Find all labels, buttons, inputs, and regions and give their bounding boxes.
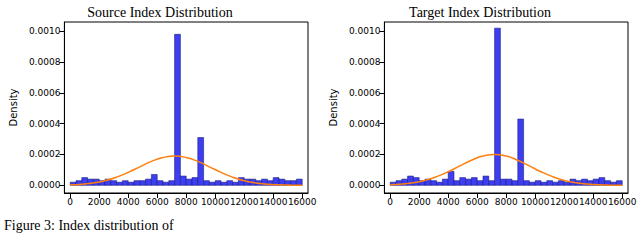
svg-text:0.0000: 0.0000	[29, 180, 61, 190]
svg-text:12000: 12000	[230, 197, 259, 207]
svg-text:Density: Density	[8, 88, 19, 126]
svg-text:0.0006: 0.0006	[29, 88, 61, 98]
svg-text:8000: 8000	[175, 197, 198, 207]
svg-text:16000: 16000	[288, 197, 317, 207]
svg-text:2000: 2000	[408, 197, 431, 207]
svg-text:6000: 6000	[146, 197, 169, 207]
svg-text:10000: 10000	[201, 197, 230, 207]
svg-text:0.0002: 0.0002	[29, 149, 61, 159]
svg-text:0.0002: 0.0002	[349, 149, 381, 159]
svg-text:8000: 8000	[495, 197, 518, 207]
svg-text:0: 0	[67, 197, 73, 207]
svg-text:0.0008: 0.0008	[349, 57, 381, 67]
svg-text:4000: 4000	[117, 197, 140, 207]
svg-text:0.0004: 0.0004	[29, 119, 61, 129]
svg-text:6000: 6000	[466, 197, 489, 207]
html-text:Figure 3: Index distribution o: Figure 3: Index distribution of	[4, 218, 174, 233]
svg-text:0: 0	[387, 197, 393, 207]
svg-text:Target Index Distribution: Target Index Distribution	[409, 5, 551, 20]
svg-text:2000: 2000	[88, 197, 111, 207]
svg-text:0.0008: 0.0008	[29, 57, 61, 67]
svg-text:0.0006: 0.0006	[349, 88, 381, 98]
svg-text:16000: 16000	[608, 197, 637, 207]
svg-text:0.0010: 0.0010	[349, 26, 381, 36]
svg-text:4000: 4000	[437, 197, 460, 207]
svg-text:0.0004: 0.0004	[349, 119, 381, 129]
svg-text:0.0000: 0.0000	[349, 180, 381, 190]
svg-text:Density: Density	[328, 88, 339, 126]
svg-text:10000: 10000	[521, 197, 550, 207]
svg-text:14000: 14000	[579, 197, 608, 207]
svg-text:14000: 14000	[259, 197, 288, 207]
svg-text:Source Index Distribution: Source Index Distribution	[87, 5, 232, 20]
svg-text:0.0010: 0.0010	[29, 26, 61, 36]
svg-text:12000: 12000	[550, 197, 579, 207]
